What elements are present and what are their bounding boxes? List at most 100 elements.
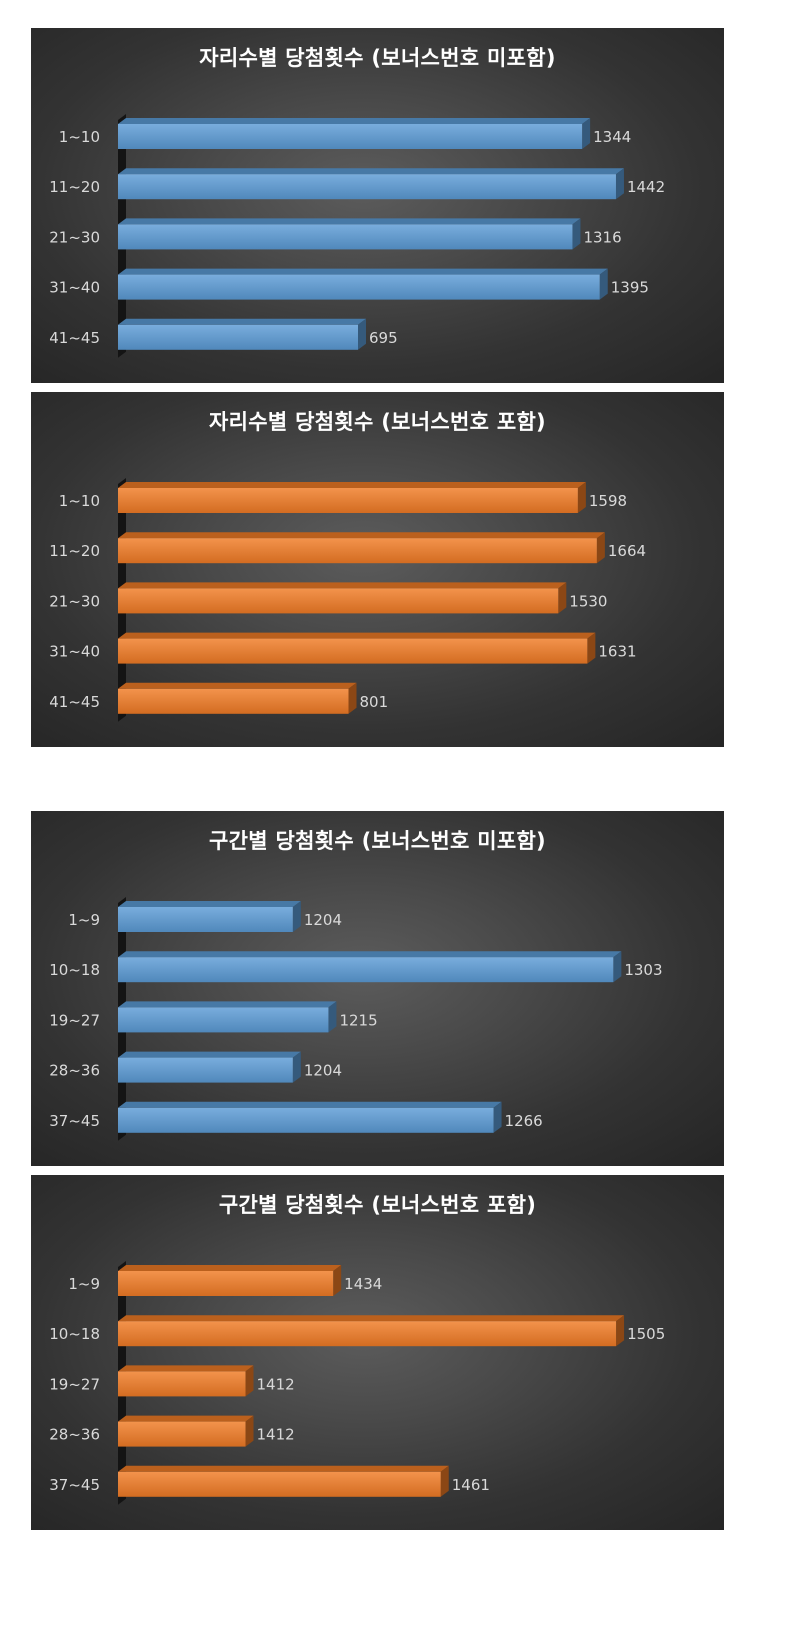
chart-panel-range-no-bonus: 구간별 당첨횟수 (보너스번호 미포함) 1~9 1204 10~18 1303 19~… <box>31 811 724 1166</box>
data-label: 1598 <box>589 492 627 510</box>
bar-front-face <box>118 1271 334 1296</box>
bar-front-face <box>118 638 588 664</box>
category-label: 11~20 <box>49 178 100 196</box>
bar <box>118 682 357 714</box>
bar <box>118 1001 337 1033</box>
bar <box>118 1051 301 1083</box>
bar-side-face <box>493 1101 502 1133</box>
category-label: 19~27 <box>49 1375 100 1393</box>
data-label: 1204 <box>304 911 342 929</box>
data-label: 1631 <box>598 643 636 661</box>
bar-top-face <box>118 632 596 639</box>
chart-title: 자리수별 당첨횟수 (보너스번호 포함) <box>209 410 546 434</box>
data-label: 1530 <box>569 592 607 610</box>
bar-front-face <box>118 1107 494 1133</box>
bar <box>118 318 367 350</box>
bar-chart-digit-no-bonus: 1~10 1344 11~20 1442 21~30 1316 31~40 1395 41~45… <box>49 114 665 358</box>
category-label: 21~30 <box>49 592 100 610</box>
data-label: 1412 <box>257 1375 295 1393</box>
bar-top-face <box>118 268 608 275</box>
category-label: 1~10 <box>59 492 100 510</box>
category-label: 37~45 <box>49 1476 100 1494</box>
bar-top-face <box>118 1365 254 1372</box>
bar-front-face <box>118 957 614 983</box>
bar <box>118 951 622 983</box>
bar-front-face <box>118 588 559 614</box>
bar-front-face <box>118 274 600 300</box>
category-label: 11~20 <box>49 542 100 560</box>
data-label: 1344 <box>593 128 631 146</box>
chart-panel-digit-with-bonus: 자리수별 당첨횟수 (보너스번호 포함) 1~10 1598 11~20 1664 21… <box>31 392 724 747</box>
category-label: 1~9 <box>68 1275 100 1293</box>
bar-top-face <box>118 1265 342 1271</box>
bar <box>118 1315 625 1347</box>
bar-top-face <box>118 1101 502 1108</box>
bar-top-face <box>118 532 605 539</box>
category-label: 37~45 <box>49 1112 100 1130</box>
category-label: 41~45 <box>49 329 100 347</box>
bar-side-face <box>616 1315 625 1347</box>
bar-side-face <box>440 1465 449 1497</box>
bar-chart-range-with-bonus: 1~9 1434 10~18 1505 19~27 1412 28~36 1412 37~45 1… <box>49 1261 665 1505</box>
bar <box>118 1465 449 1497</box>
data-label: 1664 <box>608 542 646 560</box>
data-label: 1505 <box>627 1325 665 1343</box>
chart-title: 구간별 당첨횟수 (보너스번호 포함) <box>218 1193 537 1217</box>
bar-side-face <box>358 318 367 350</box>
chart-title: 구간별 당첨횟수 (보너스번호 미포함) <box>209 829 546 853</box>
category-label: 28~36 <box>49 1426 100 1444</box>
bar-front-face <box>118 1421 246 1447</box>
bar <box>118 901 301 932</box>
bar-front-face <box>118 1321 617 1347</box>
category-label: 31~40 <box>49 643 100 661</box>
bar-front-face <box>118 124 583 149</box>
bar-front-face <box>118 907 293 932</box>
bar-front-face <box>118 1057 293 1083</box>
bar-side-face <box>587 632 596 664</box>
category-label: 10~18 <box>49 1325 100 1343</box>
bar-top-face <box>118 118 591 124</box>
bar-top-face <box>118 1415 254 1422</box>
data-label: 1204 <box>304 1062 342 1080</box>
bar <box>118 632 596 664</box>
bar-side-face <box>599 268 608 300</box>
bar <box>118 218 581 250</box>
bar <box>118 268 608 300</box>
bar-front-face <box>118 174 616 200</box>
bar <box>118 1265 342 1296</box>
bar-side-face <box>615 168 624 200</box>
chart-panel-digit-no-bonus: 자리수별 당첨횟수 (보너스번호 미포함) 1~10 1344 11~20 1442 2… <box>31 28 724 383</box>
chart-title: 자리수별 당첨횟수 (보너스번호 미포함) <box>199 46 556 70</box>
bar-side-face <box>292 901 301 932</box>
bar-side-face <box>577 482 586 513</box>
category-label: 41~45 <box>49 693 100 711</box>
bar-side-face <box>245 1415 254 1447</box>
bar-side-face <box>582 118 591 149</box>
bar-top-face <box>118 682 357 689</box>
bar-side-face <box>333 1265 342 1296</box>
bar-side-face <box>328 1001 337 1033</box>
data-label: 1303 <box>624 961 662 979</box>
bar-top-face <box>118 218 581 225</box>
category-label: 21~30 <box>49 228 100 246</box>
bar-side-face <box>572 218 581 250</box>
bar <box>118 582 567 614</box>
bar-top-face <box>118 1315 625 1322</box>
bar-top-face <box>118 951 622 958</box>
bar-side-face <box>292 1051 301 1083</box>
bar-top-face <box>118 582 567 589</box>
bar-top-face <box>118 1051 301 1058</box>
bar-top-face <box>118 1001 337 1008</box>
data-label: 1442 <box>627 178 665 196</box>
bar <box>118 1415 254 1447</box>
bar-front-face <box>118 488 578 513</box>
category-label: 10~18 <box>49 961 100 979</box>
bar <box>118 1365 254 1397</box>
data-label: 1266 <box>505 1112 543 1130</box>
bar-front-face <box>118 538 597 564</box>
bar <box>118 482 586 513</box>
bar-front-face <box>118 1007 329 1033</box>
data-label: 1316 <box>583 228 621 246</box>
data-label: 1434 <box>344 1275 382 1293</box>
data-label: 695 <box>369 329 398 347</box>
